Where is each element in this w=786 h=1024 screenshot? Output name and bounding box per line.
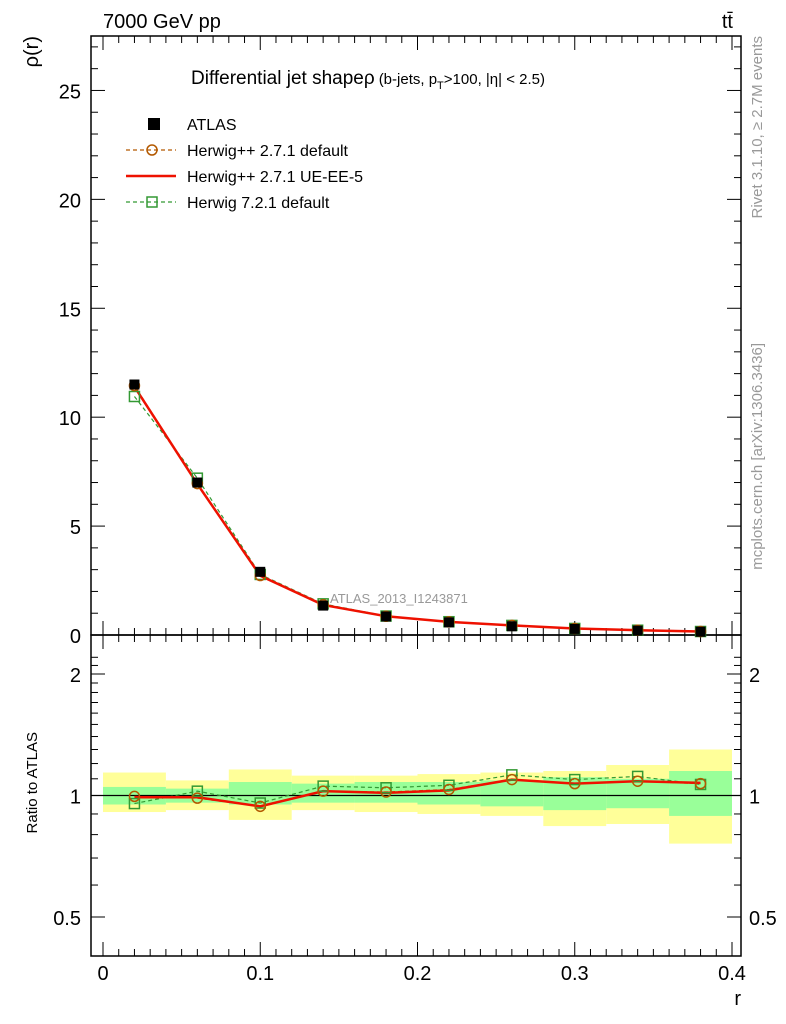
ratio-tick-label-right: 2 [749,665,760,687]
x-tick-label: 0.3 [561,963,589,985]
ratio-point-series-3 [254,797,266,809]
legend-marker [146,196,158,208]
y-tick-label: 0 [70,626,81,648]
main-point-atlas [443,617,454,628]
main-point-atlas [632,625,643,636]
x-axis-label: r [734,988,741,1010]
ratio-tick-label-right: 0.5 [749,908,777,930]
legend-label: ATLAS [187,117,237,134]
band-inner [228,782,292,805]
y-tick-label: 20 [59,190,81,212]
legend-marker [146,144,158,156]
y-tick-label: 15 [59,299,81,321]
main-point-atlas [192,477,203,488]
x-tick-label: 0 [97,963,108,985]
ratio-point-series-1 [506,773,518,786]
ratio-tick-label-right: 1 [749,787,760,809]
ratio-point-series-3 [506,769,518,781]
axis-ticks [91,36,741,956]
rivet-label: Rivet 3.1.10, ≥ 2.7M events [749,36,766,219]
main-point-atlas [381,611,392,622]
title-rho: ρ [364,68,375,89]
title-main: Differential jet shape [191,68,364,89]
main-point-atlas [255,566,266,577]
main-point-atlas [506,621,517,632]
legend-label: Herwig 7.2.1 default [187,195,330,212]
main-point-series-3 [128,390,141,403]
ratio-point-series-1 [128,790,141,803]
ratio-point-series-3 [569,773,581,786]
ratio-point-series-3 [443,779,455,792]
ratio-point-series-3 [631,770,644,783]
x-tick-label: 0.4 [718,963,746,985]
ratio-uncertainty-bands [91,749,741,844]
header-left: 7000 GeV pp [103,11,221,33]
legend: ATLAS Herwig++ 2.7.1 default Herwig++ 2.7.… [126,117,363,212]
ratio-tick-label: 0.5 [53,908,81,930]
ratio-point-series-1 [380,786,392,798]
legend-marker-atlas [148,118,160,130]
main-point-atlas [695,626,706,637]
y-tick-label: 5 [70,517,81,539]
main-point-atlas [318,600,329,611]
y-tick-label: 10 [59,408,81,430]
ratio-point-series-1 [191,792,204,804]
main-series [128,379,707,638]
band-inner [606,778,670,809]
main-point-atlas [569,623,580,634]
band-inner [669,771,732,816]
ratio-point-series-1 [694,777,707,790]
ratio-point-series-3 [191,785,204,797]
ratio-point-series-3 [128,797,141,810]
y-tick-label: 25 [59,81,81,103]
ratio-point-series-1 [631,775,644,787]
main-line-series-2 [133,386,701,633]
title-cut-sub: T [437,80,444,92]
y-axis-label-ratio: Ratio to ATLAS [24,732,41,833]
band-inner [291,783,355,803]
mcplots-label: mcplots.cern.ch [arXiv:1306.3436] [749,343,766,570]
ratio-point-series-3 [317,780,329,792]
legend-label: Herwig++ 2.7.1 UE-EE-5 [187,169,363,186]
ratio-point-series-1 [443,783,455,796]
ratio-point-series-3 [380,782,392,794]
analysis-label: ATLAS_2013_I1243871 [330,591,468,606]
x-tick-label: 0.2 [404,963,432,985]
ratio-point-series-1 [569,777,581,790]
ratio-tick-label: 2 [70,665,81,687]
y-axis-label-main: ρ(r) [21,36,43,67]
ratio-line-series-2 [134,778,701,808]
title-cut-rest: >100, |η| < 2.5) [444,71,545,88]
ratio-point-series-1 [317,785,329,797]
legend-label: Herwig++ 2.7.1 default [187,143,349,160]
header-right: tt̄ [722,11,734,33]
ratio-tick-label: 1 [70,787,81,809]
ratio-line-series-3 [134,774,701,805]
title-cut: (b-jets, p [379,71,437,88]
ratio-series [128,769,707,813]
ratio-point-series-1 [254,800,266,813]
plot-title: Differential jet shapeρ (b-jets, pT>100, … [191,68,545,92]
main-point-atlas [129,379,140,390]
x-tick-label: 0.1 [246,963,274,985]
